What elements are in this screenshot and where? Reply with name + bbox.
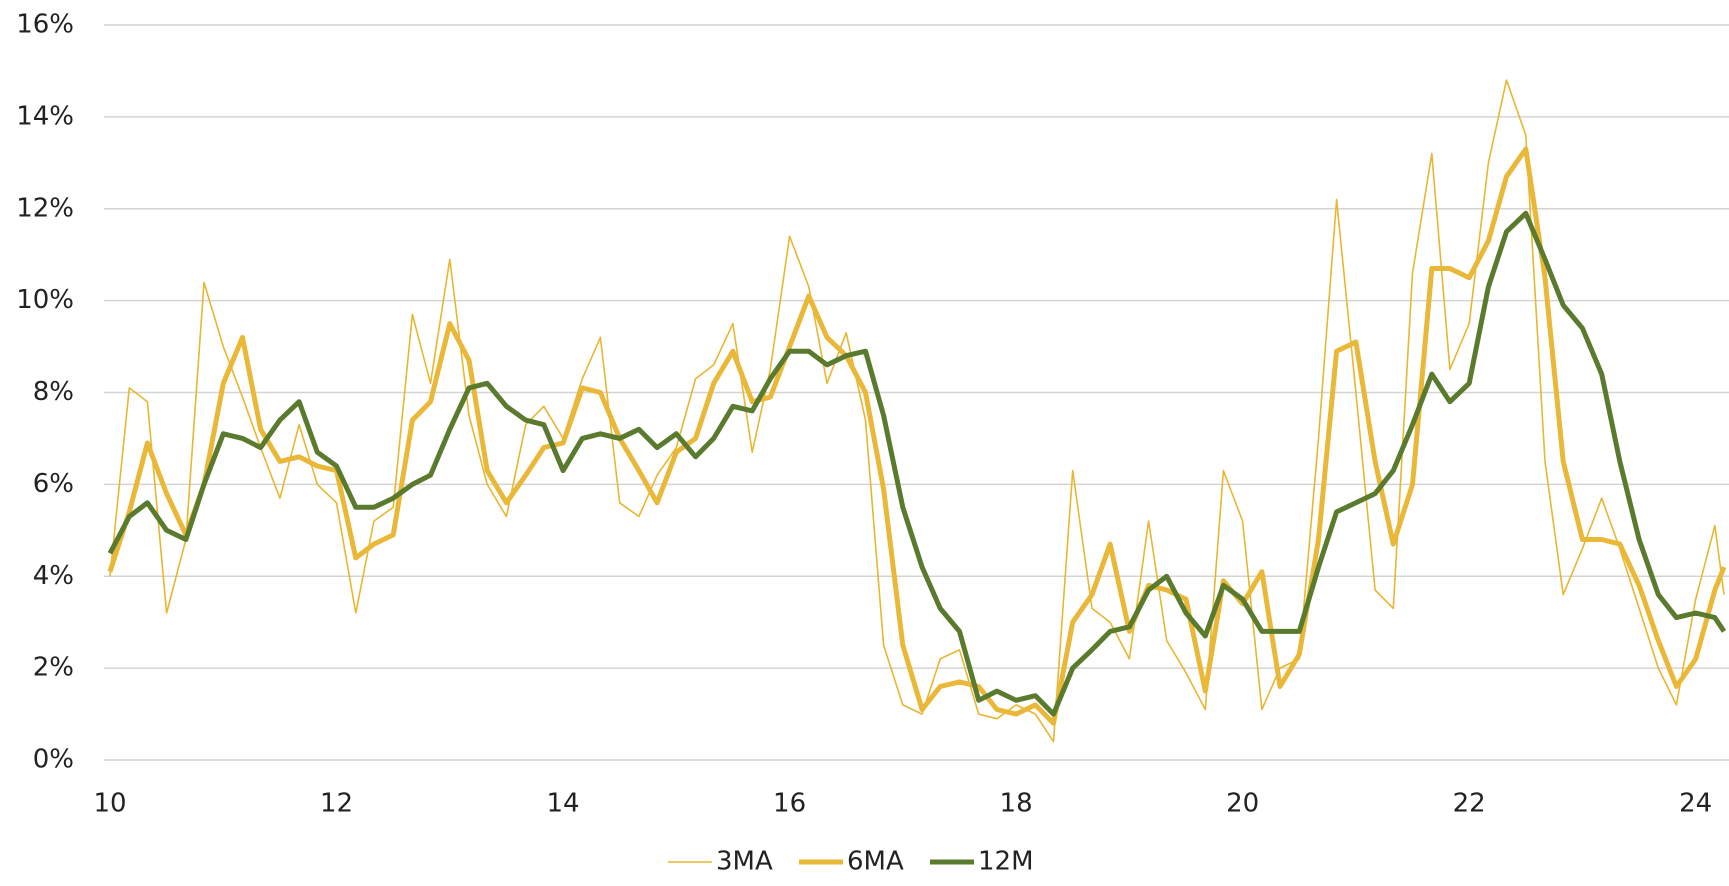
y-tick-label: 14% [16,101,74,131]
x-tick-label: 14 [547,789,580,819]
legend-label: 12M [978,847,1034,877]
x-tick-label: 24 [1679,789,1712,819]
y-tick-label: 10% [16,285,74,315]
y-tick-label: 4% [33,561,74,591]
y-tick-label: 12% [16,193,74,223]
series-line [109,79,1725,743]
x-tick-label: 18 [1000,789,1033,819]
x-tick-label: 16 [773,789,806,819]
x-tick-label: 12 [320,789,353,819]
y-tick-label: 6% [33,469,74,499]
series-line [107,210,1727,717]
x-tick-label: 20 [1226,789,1259,819]
x-tick-label: 22 [1453,789,1486,819]
series-line [107,146,1727,726]
y-tick-label: 0% [33,745,74,775]
y-tick-label: 2% [33,653,74,683]
legend-label: 6MA [847,847,904,877]
y-tick-label: 16% [16,10,74,40]
legend-label: 3MA [716,847,773,877]
y-tick-label: 8% [33,377,74,407]
x-tick-label: 10 [93,789,126,819]
